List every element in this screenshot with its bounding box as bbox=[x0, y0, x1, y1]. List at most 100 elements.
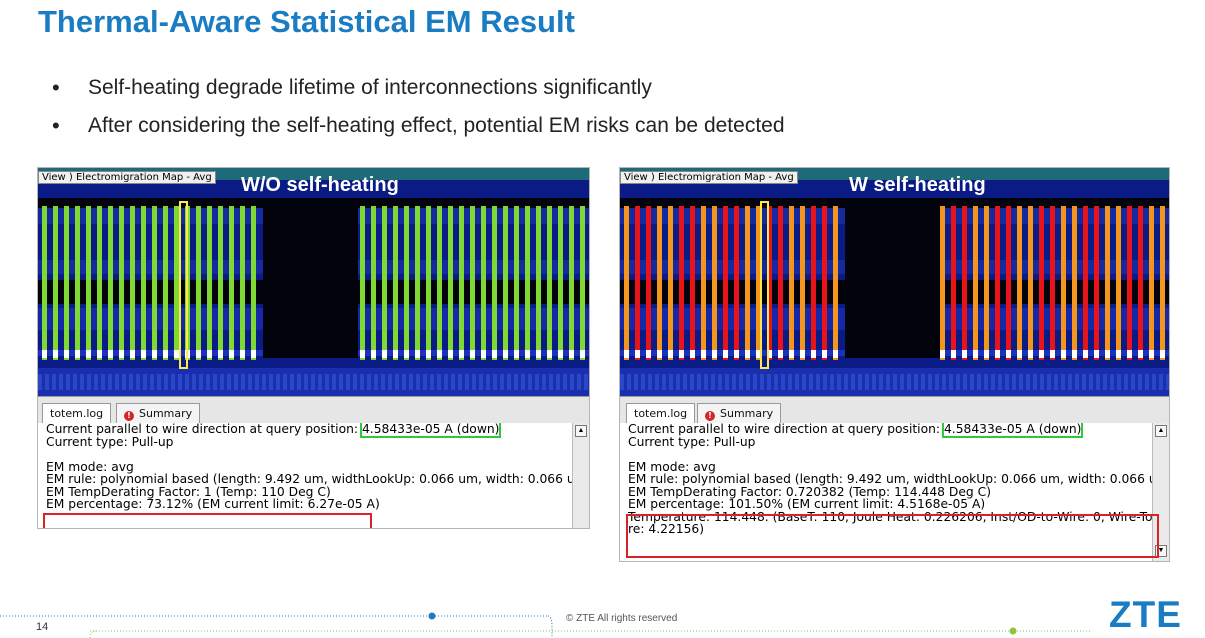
selected-wire-outline[interactable] bbox=[179, 201, 188, 369]
copyright-text: © ZTE All rights reserved bbox=[566, 613, 678, 624]
log-line: Current parallel to wire direction at qu… bbox=[46, 423, 573, 438]
log-scrollbar[interactable]: ▲ ▼ bbox=[1152, 423, 1169, 561]
overlay-label: W/O self-heating bbox=[241, 174, 399, 196]
grid-cell bbox=[1012, 374, 1016, 390]
grid-cell bbox=[374, 374, 378, 390]
wire-tick bbox=[657, 350, 662, 358]
grid-cell bbox=[739, 374, 743, 390]
grid-cell bbox=[676, 374, 680, 390]
tab-totem-log[interactable]: totem.log bbox=[626, 403, 696, 425]
grid-cell bbox=[956, 374, 960, 390]
grid-cell bbox=[318, 374, 322, 390]
grid-cell bbox=[1166, 374, 1169, 390]
grid-cell bbox=[255, 374, 259, 390]
grid-cell bbox=[767, 374, 771, 390]
selected-wire-outline[interactable] bbox=[760, 201, 769, 369]
grid-cell bbox=[108, 374, 112, 390]
wire-tick bbox=[207, 350, 212, 358]
em-wire-bar bbox=[973, 206, 978, 360]
em-wire-bar bbox=[415, 206, 420, 360]
grid-cell bbox=[704, 374, 708, 390]
em-wire-bar bbox=[1061, 206, 1066, 360]
em-wire-bar bbox=[53, 206, 58, 360]
error-icon: ! bbox=[124, 411, 134, 421]
grid-cell bbox=[248, 374, 252, 390]
grid-cell bbox=[991, 374, 995, 390]
wire-tick bbox=[1149, 350, 1154, 358]
em-wire-bar bbox=[569, 206, 574, 360]
wire-tick bbox=[756, 350, 761, 358]
em-wire-bar bbox=[1149, 206, 1154, 360]
wire-tick bbox=[973, 350, 978, 358]
wire-tick bbox=[1094, 350, 1099, 358]
grid-cell bbox=[816, 374, 820, 390]
em-wire-bar bbox=[646, 206, 651, 360]
scroll-up-icon[interactable]: ▲ bbox=[1155, 425, 1167, 437]
em-percentage-temperature-highlight bbox=[626, 514, 1159, 558]
grid-cell bbox=[451, 374, 455, 390]
log-line-text: Current parallel to wire direction at qu… bbox=[628, 423, 944, 436]
grid-cell bbox=[998, 374, 1002, 390]
em-wire-bar bbox=[951, 206, 956, 360]
log-line: Current type: Pull-up bbox=[628, 435, 1153, 448]
em-wire-bar bbox=[822, 206, 827, 360]
wire-tick bbox=[97, 350, 102, 358]
tab-summary[interactable]: ! Summary bbox=[697, 403, 782, 424]
wire-tick bbox=[624, 350, 629, 358]
grid-cell bbox=[907, 374, 911, 390]
grid-cell bbox=[472, 374, 476, 390]
scroll-up-icon[interactable]: ▲ bbox=[575, 425, 587, 437]
grid-cell bbox=[1089, 374, 1093, 390]
log-line-text: Temperature: 114.448. (BaseT: 110, Joule… bbox=[628, 509, 1153, 524]
wire-tick bbox=[1050, 350, 1055, 358]
log-line-text: Current parallel to wire direction at qu… bbox=[46, 423, 362, 436]
overlay-label: W self-heating bbox=[849, 174, 986, 196]
grid-cell bbox=[1019, 374, 1023, 390]
grid-cell bbox=[774, 374, 778, 390]
grid-cell bbox=[977, 374, 981, 390]
grid-cell bbox=[563, 374, 567, 390]
grid-cell bbox=[80, 374, 84, 390]
grid-cell bbox=[711, 374, 715, 390]
grid-cell bbox=[101, 374, 105, 390]
wire-tick bbox=[635, 350, 640, 358]
em-wire-bar bbox=[745, 206, 750, 360]
em-wire-bar bbox=[163, 206, 168, 360]
log-text-area[interactable]: Current parallel to wire direction at qu… bbox=[38, 423, 573, 528]
wire-tick bbox=[503, 350, 508, 358]
grid-cell bbox=[732, 374, 736, 390]
log-line: Temperature: 114.448. (BaseT: 110, Joule… bbox=[628, 509, 1153, 524]
tab-totem-log[interactable]: totem.log bbox=[42, 403, 112, 425]
electromigration-map[interactable]: View ) Electromigration Map - Avg W/O se… bbox=[38, 168, 589, 396]
em-panel-with-self-heating: View ) Electromigration Map - Avg W self… bbox=[619, 167, 1170, 562]
electromigration-map[interactable]: View ) Electromigration Map - Avg W self… bbox=[620, 168, 1169, 396]
log-text-area[interactable]: Current parallel to wire direction at qu… bbox=[620, 423, 1153, 561]
grid-cell bbox=[1047, 374, 1051, 390]
em-wire-bar bbox=[1160, 206, 1165, 360]
grid-cell bbox=[1005, 374, 1009, 390]
grid-cell bbox=[1061, 374, 1065, 390]
grid-cell bbox=[206, 374, 210, 390]
grid-cell bbox=[542, 374, 546, 390]
em-wire-bar bbox=[1138, 206, 1143, 360]
wire-tick bbox=[951, 350, 956, 358]
grid-cell bbox=[465, 374, 469, 390]
wire-tick bbox=[984, 350, 989, 358]
em-wire-bar bbox=[1028, 206, 1033, 360]
em-wire-bar bbox=[86, 206, 91, 360]
em-wire-bar bbox=[940, 206, 945, 360]
grid-cell bbox=[290, 374, 294, 390]
em-wire-bar bbox=[833, 206, 838, 360]
em-wire-bar bbox=[789, 206, 794, 360]
grid-cell bbox=[1131, 374, 1135, 390]
em-wire-bar bbox=[580, 206, 585, 360]
em-wire-bar bbox=[382, 206, 387, 360]
map-gap bbox=[620, 198, 1169, 208]
grid-cell bbox=[746, 374, 750, 390]
log-scrollbar[interactable]: ▲ bbox=[572, 423, 589, 528]
grid-cell bbox=[872, 374, 876, 390]
grid-cell bbox=[1040, 374, 1044, 390]
grid-cell bbox=[311, 374, 315, 390]
tab-summary[interactable]: ! Summary bbox=[116, 403, 201, 424]
log-line: Current parallel to wire direction at qu… bbox=[628, 423, 1153, 438]
